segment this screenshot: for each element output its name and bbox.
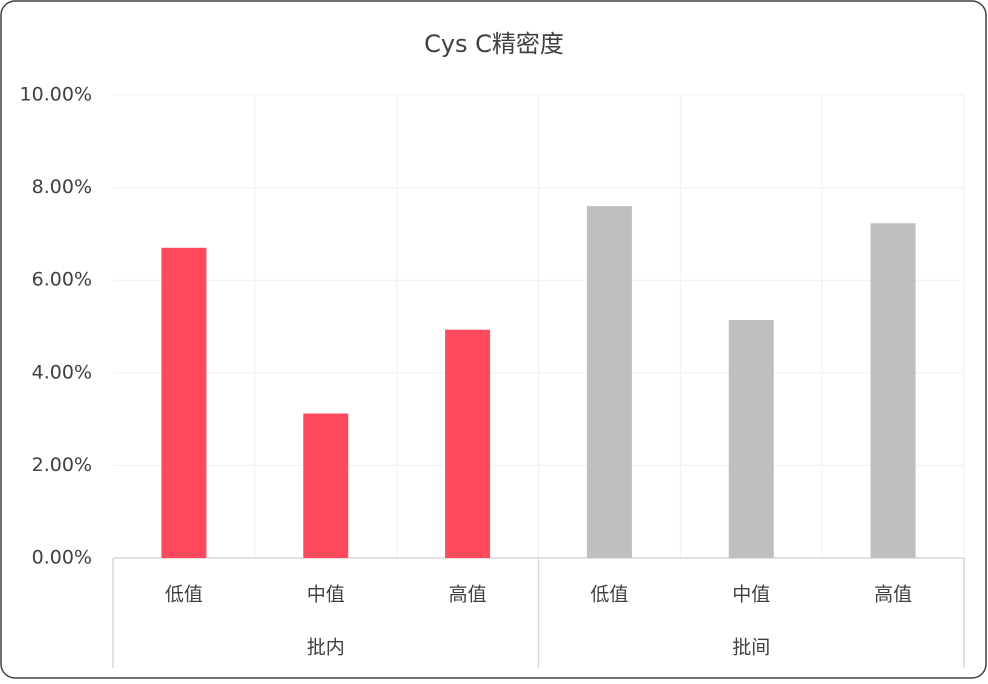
bar bbox=[728, 320, 774, 558]
y-tick-label: 4.00% bbox=[32, 361, 92, 383]
bar bbox=[161, 247, 207, 559]
x-tick-label: 高值 bbox=[874, 584, 912, 606]
x-tick-label: 中值 bbox=[307, 584, 345, 606]
x-tick-label: 低值 bbox=[165, 584, 203, 606]
bar bbox=[445, 329, 491, 558]
y-tick-label: 8.00% bbox=[32, 176, 92, 198]
x-tick-label: 低值 bbox=[590, 584, 628, 606]
x-tick-label: 中值 bbox=[732, 584, 770, 606]
y-tick-label: 0.00% bbox=[32, 547, 92, 569]
y-tick-label: 6.00% bbox=[32, 269, 92, 291]
x-tick-label: 高值 bbox=[449, 584, 487, 606]
bar bbox=[303, 413, 349, 558]
bar bbox=[870, 223, 916, 558]
y-tick-label: 10.00% bbox=[20, 84, 92, 106]
group-label: 批间 bbox=[732, 637, 770, 659]
bar bbox=[586, 206, 632, 558]
chart-title: Cys C精密度 bbox=[424, 30, 564, 58]
group-label: 批内 bbox=[307, 637, 345, 659]
y-tick-label: 2.00% bbox=[32, 454, 92, 476]
